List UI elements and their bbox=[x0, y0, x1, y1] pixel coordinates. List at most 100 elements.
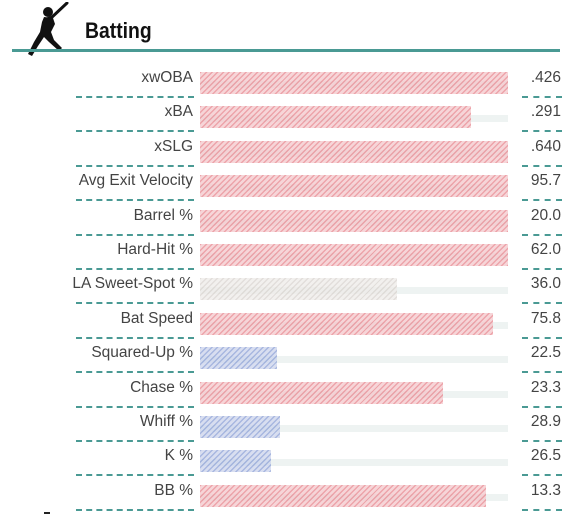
percentile-bar bbox=[200, 312, 493, 335]
label-divider bbox=[76, 508, 194, 511]
percentile-bar bbox=[200, 484, 487, 507]
value-divider bbox=[522, 130, 562, 133]
stat-value: 23.3 bbox=[530, 378, 561, 396]
label-divider bbox=[76, 371, 194, 374]
label-divider bbox=[76, 233, 194, 236]
stat-value: 28.9 bbox=[530, 412, 561, 430]
track-background bbox=[200, 424, 508, 432]
value-divider bbox=[522, 336, 562, 339]
value-divider bbox=[522, 267, 562, 270]
stat-label: BB % bbox=[154, 481, 193, 499]
label-divider bbox=[76, 96, 194, 98]
value-divider bbox=[522, 302, 562, 305]
label-divider bbox=[76, 439, 194, 442]
percentile-bar bbox=[200, 278, 398, 301]
batter-silhouette-icon bbox=[28, 2, 69, 56]
stat-label: LA Sweet-Spot % bbox=[72, 275, 193, 293]
stat-value: 36.0 bbox=[530, 275, 561, 293]
stat-label: xBA bbox=[164, 103, 193, 121]
percentile-bar bbox=[200, 347, 277, 370]
label-divider bbox=[76, 405, 194, 408]
stat-label: Avg Exit Velocity bbox=[78, 172, 193, 190]
percentile-bar bbox=[200, 209, 508, 232]
label-divider bbox=[76, 474, 194, 477]
percentile-track bbox=[200, 312, 508, 335]
percentile-track bbox=[200, 347, 508, 370]
percentile-bar bbox=[200, 415, 281, 438]
label-divider bbox=[76, 130, 194, 133]
label-divider bbox=[76, 267, 194, 270]
stat-value: 20.0 bbox=[530, 206, 561, 224]
percentile-track bbox=[200, 106, 508, 129]
stat-value: .426 bbox=[530, 69, 561, 86]
value-divider bbox=[522, 233, 562, 236]
stat-row: xBA .291 bbox=[0, 98, 576, 133]
stat-label: Whiff % bbox=[139, 412, 193, 430]
stat-row: Hard-Hit % 62.0 bbox=[0, 236, 576, 270]
percentile-bar bbox=[200, 243, 508, 266]
section-title: Batting bbox=[85, 18, 152, 43]
percentile-track bbox=[200, 243, 508, 266]
stat-value: 26.5 bbox=[530, 447, 561, 465]
stat-row: LA Sweet-Spot % 36.0 bbox=[0, 270, 576, 305]
percentile-bar bbox=[200, 72, 508, 94]
section-header: Batting bbox=[12, 0, 560, 56]
percentile-bar bbox=[200, 175, 508, 198]
value-divider bbox=[522, 508, 562, 511]
stat-value: 75.8 bbox=[530, 309, 561, 327]
stat-label: Barrel % bbox=[133, 206, 193, 224]
stat-row: K % 26.5 bbox=[0, 442, 576, 477]
stat-value: 95.7 bbox=[530, 172, 561, 190]
footer-mark bbox=[44, 512, 50, 514]
stat-label: Squared-Up % bbox=[91, 344, 193, 362]
percentile-track bbox=[200, 415, 508, 438]
stat-label: Bat Speed bbox=[120, 309, 193, 327]
track-background bbox=[200, 356, 508, 364]
label-divider bbox=[76, 199, 194, 202]
stat-label: Hard-Hit % bbox=[117, 240, 193, 258]
value-divider bbox=[522, 371, 562, 374]
stat-value: 62.0 bbox=[530, 240, 561, 258]
stat-value: .291 bbox=[530, 103, 561, 121]
percentile-track bbox=[200, 278, 508, 301]
value-divider bbox=[522, 439, 562, 442]
value-divider bbox=[522, 199, 562, 202]
stat-value: .640 bbox=[530, 137, 561, 155]
header-rule bbox=[12, 49, 560, 52]
percentile-bar bbox=[200, 450, 271, 473]
stat-row: BB % 13.3 bbox=[0, 477, 576, 511]
value-divider bbox=[522, 164, 562, 167]
stat-row: Chase % 23.3 bbox=[0, 374, 576, 408]
percentile-track bbox=[200, 450, 508, 473]
label-divider bbox=[76, 302, 194, 305]
percentile-track bbox=[200, 381, 508, 404]
label-divider bbox=[76, 164, 194, 167]
percentile-bar bbox=[200, 140, 508, 163]
stat-row: xwOBA .426 bbox=[0, 64, 576, 98]
stat-label: Chase % bbox=[130, 378, 193, 396]
stat-label: xwOBA bbox=[141, 69, 193, 86]
stat-label: xSLG bbox=[154, 137, 193, 155]
value-divider bbox=[522, 405, 562, 408]
stat-row: Whiff % 28.9 bbox=[0, 408, 576, 442]
percentile-track bbox=[200, 175, 508, 198]
stat-row: Squared-Up % 22.5 bbox=[0, 339, 576, 374]
stat-label: K % bbox=[164, 447, 193, 465]
value-divider bbox=[522, 474, 562, 477]
label-divider bbox=[76, 336, 194, 339]
percentile-track bbox=[200, 72, 508, 94]
stat-value: 22.5 bbox=[530, 344, 561, 362]
stat-row: xSLG .640 bbox=[0, 133, 576, 167]
stat-row: Bat Speed 75.8 bbox=[0, 305, 576, 339]
percentile-track bbox=[200, 140, 508, 163]
percentile-track bbox=[200, 484, 508, 507]
stat-value: 13.3 bbox=[530, 481, 561, 499]
stat-row: Avg Exit Velocity 95.7 bbox=[0, 167, 576, 202]
value-divider bbox=[522, 96, 562, 98]
percentile-track bbox=[200, 209, 508, 232]
stat-row: Barrel % 20.0 bbox=[0, 202, 576, 236]
stat-list: xwOBA .426 xBA .291 xSLG .640 Avg Exit Velocit… bbox=[0, 64, 576, 511]
percentile-bar bbox=[200, 106, 472, 129]
percentile-bar bbox=[200, 381, 444, 404]
track-background bbox=[200, 459, 508, 467]
